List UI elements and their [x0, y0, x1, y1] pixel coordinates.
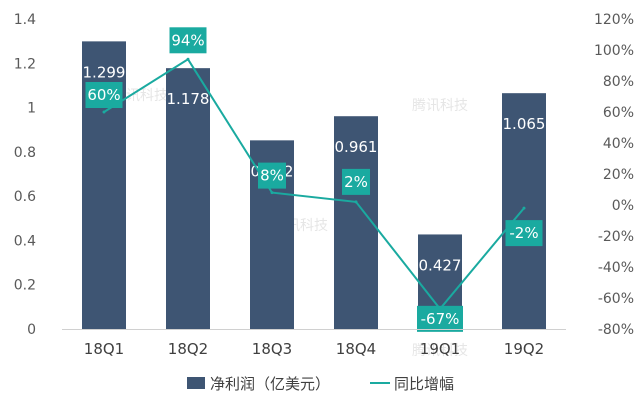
y-right-tick-label: 0% [612, 198, 634, 214]
line-value-label: 94% [171, 31, 204, 49]
bar-value-label: 1.065 [503, 115, 546, 133]
bar-value-label: 0.427 [419, 256, 462, 274]
line-label-box [85, 82, 123, 108]
y-left-tick-label: 1 [27, 101, 36, 117]
growth-line [103, 57, 525, 311]
y-axis-right: -80% -60% -40% -20% 0% 20% 40% 60% 80% 100% 120% [594, 12, 634, 338]
y-left-tick-label: 0.4 [14, 233, 36, 249]
bar-value-label: 0.961 [335, 138, 378, 156]
y-right-tick-label: 120% [594, 12, 634, 28]
line-value-label: 2% [344, 173, 368, 191]
y-left-tick-label: 0 [27, 322, 36, 338]
watermark-text: 腾讯科技 [412, 97, 468, 114]
line-value-label: 8% [260, 167, 284, 185]
line-label-box [505, 220, 543, 247]
line-point [522, 206, 526, 210]
y-right-tick-label: 60% [603, 105, 634, 121]
line-value-label: 60% [87, 86, 120, 104]
x-tick-label: 18Q4 [336, 340, 376, 358]
y-axis-left: 0 0.2 0.4 0.6 0.8 1 1.2 1.4 [14, 12, 36, 338]
y-left-tick-label: 1.4 [14, 12, 36, 28]
line-value-label: -2% [509, 224, 538, 242]
line-point [354, 200, 358, 204]
y-left-tick-label: 0.2 [14, 278, 36, 294]
y-right-tick-label: -40% [598, 260, 634, 276]
y-right-tick-label: 100% [594, 43, 634, 59]
y-right-tick-label: -60% [598, 291, 634, 307]
x-tick-label: 19Q1 [420, 340, 460, 358]
line-point [186, 57, 190, 61]
x-tick-label: 19Q2 [504, 340, 544, 358]
line-point [270, 191, 274, 195]
y-right-tick-label: 80% [603, 74, 634, 90]
x-axis: 18Q1 18Q2 18Q3 18Q4 19Q1 19Q2 [62, 329, 566, 358]
y-left-tick-label: 0.8 [14, 145, 36, 161]
y-left-tick-label: 0.6 [14, 189, 36, 205]
line-label-box [417, 305, 463, 332]
bar-value-label: 1.178 [167, 90, 210, 108]
y-right-tick-label: 20% [603, 167, 634, 183]
legend: 净利润（亿美元） 同比增幅 [187, 375, 454, 393]
bar [502, 93, 546, 329]
y-right-tick-label: -20% [598, 229, 634, 245]
line-point [102, 110, 106, 114]
legend-label-line: 同比增幅 [394, 375, 454, 393]
legend-swatch-bar [187, 377, 205, 389]
x-tick-label: 18Q2 [168, 340, 208, 358]
y-left-tick-label: 1.2 [14, 56, 36, 72]
line-series: 60% 94% 8% 2% -67% -2% [85, 27, 543, 332]
y-right-tick-label: -80% [598, 322, 634, 338]
bar [166, 68, 210, 330]
line-label-box [169, 27, 207, 54]
y-right-tick-label: 40% [603, 136, 634, 152]
x-tick-label: 18Q1 [84, 340, 124, 358]
bar [334, 116, 378, 329]
legend-label-bar: 净利润（亿美元） [210, 375, 330, 393]
watermark-text: 腾讯科技 [412, 342, 468, 359]
x-tick-label: 18Q3 [252, 340, 292, 358]
line-label-box [342, 168, 370, 195]
line-value-label: -67% [421, 310, 460, 328]
bar-value-label: 1.299 [83, 63, 126, 81]
line-label-box [258, 162, 286, 189]
